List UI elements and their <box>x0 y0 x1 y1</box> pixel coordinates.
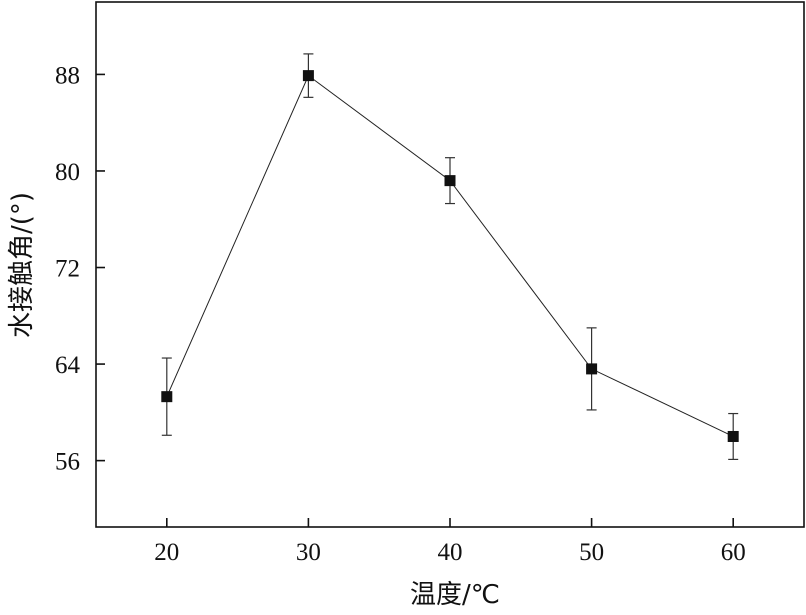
x-tick-label: 20 <box>154 539 179 566</box>
y-tick-label: 80 <box>55 159 80 186</box>
plot-frame <box>95 1 805 528</box>
y-tick-label: 56 <box>55 449 80 476</box>
y-tick-label: 88 <box>55 62 80 89</box>
y-tick-label: 64 <box>55 352 81 379</box>
plot-area <box>161 53 739 461</box>
series-line <box>166 74 734 437</box>
data-point <box>727 430 739 442</box>
x-axis: 20 30 40 50 60 <box>154 518 746 566</box>
x-axis-title: 温度/℃ <box>410 580 500 610</box>
y-tick-label: 72 <box>55 256 80 283</box>
x-tick-label: 60 <box>721 539 746 566</box>
data-point <box>302 70 314 82</box>
x-tick-label: 30 <box>296 539 321 566</box>
y-axis-title: 水接触角/(°) <box>7 192 37 338</box>
x-tick-label: 50 <box>579 539 604 566</box>
data-point <box>586 363 598 375</box>
y-axis: 56 64 72 80 88 <box>55 62 105 476</box>
data-point <box>444 175 456 187</box>
data-point <box>161 391 173 403</box>
x-tick-label: 40 <box>438 539 463 566</box>
